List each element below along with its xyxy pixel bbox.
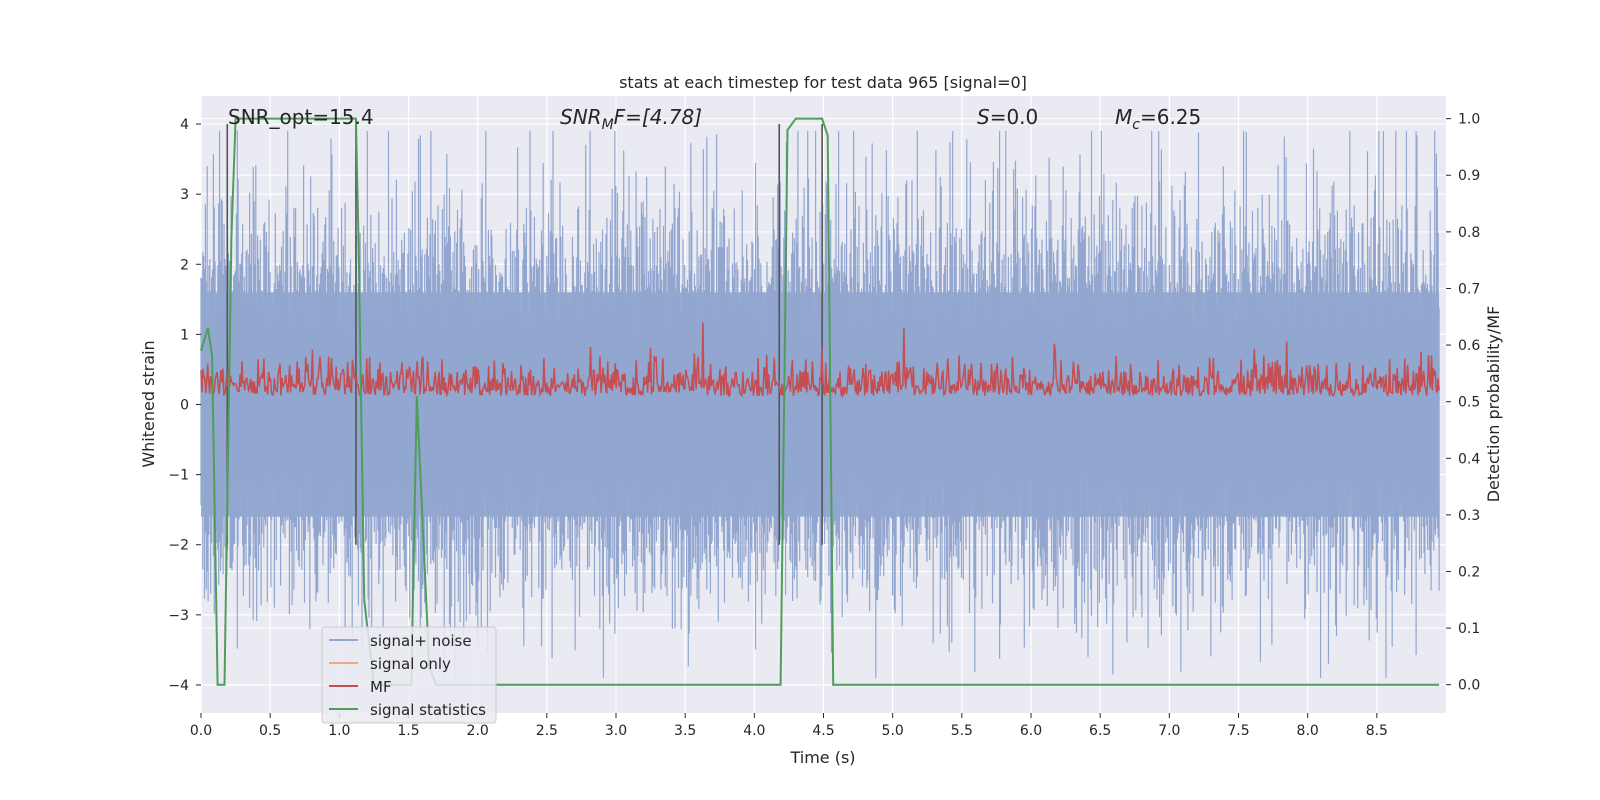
vertical-markers: [226, 124, 823, 545]
annotation-mc-sub: c: [1132, 117, 1140, 133]
y-right-ticks: 0.0 0.1 0.2 0.3 0.4 0.5 0.6 0.7 0.8 0.9 1.0: [1446, 112, 1480, 694]
y-right-tick-label: 0.1: [1458, 621, 1480, 637]
annotation-snr-mf-rest: F=[4.78]: [614, 105, 702, 129]
annotation-s-rest: =0.0: [990, 105, 1039, 129]
y-left-tick-label: −1: [168, 468, 189, 484]
y-right-tick-label: 0.7: [1458, 281, 1480, 297]
annotation-mc: Mc=6.25: [1115, 105, 1201, 133]
x-tick-label: 2.0: [467, 723, 489, 739]
x-tick-label: 2.5: [536, 723, 558, 739]
y-left-tick-label: 3: [180, 187, 189, 203]
legend-box: [321, 626, 497, 724]
annotation-s: S=0.0: [977, 105, 1038, 129]
y-right-tick-label: 0.0: [1458, 678, 1480, 694]
signal-noise-core: [201, 292, 1440, 517]
y-left-tick-label: 2: [180, 257, 189, 273]
y-right-tick-label: 0.9: [1458, 168, 1480, 184]
x-tick-label: 3.0: [605, 723, 627, 739]
legend-label-mf: MF: [370, 678, 392, 696]
x-tick-label: 1.5: [397, 723, 419, 739]
y-right-tick-label: 0.8: [1458, 225, 1480, 241]
y-right-axis-label: Detection probability/MF: [1484, 306, 1503, 503]
x-tick-label: 7.0: [1158, 723, 1180, 739]
chart-title: stats at each timestep for test data 965…: [619, 73, 1027, 92]
x-tick-label: 6.0: [1020, 723, 1042, 739]
legend: signal+ noise signal only MF signal stat…: [321, 626, 497, 724]
y-right-tick-label: 0.5: [1458, 395, 1480, 411]
y-left-tick-label: −4: [168, 678, 189, 694]
x-tick-label: 8.5: [1366, 723, 1388, 739]
x-tick-label: 3.5: [674, 723, 696, 739]
y-right-tick-label: 0.3: [1458, 508, 1480, 524]
y-left-tick-label: 0: [180, 398, 189, 414]
legend-label-noise: signal+ noise: [370, 632, 472, 650]
x-tick-label: 4.0: [743, 723, 765, 739]
y-left-tick-label: −2: [168, 538, 189, 554]
x-tick-label: 8.0: [1297, 723, 1319, 739]
legend-label-stats: signal statistics: [370, 701, 486, 719]
annotation-snr-mf-main: SNR: [560, 105, 602, 129]
x-tick-label: 1.0: [328, 723, 350, 739]
x-tick-label: 7.5: [1227, 723, 1249, 739]
y-left-ticks: −4 −3 −2 −1 0 1 2 3 4: [168, 117, 201, 694]
y-right-tick-label: 0.6: [1458, 338, 1480, 354]
annotation-s-main: S: [977, 105, 990, 129]
x-tick-label: 5.0: [882, 723, 904, 739]
x-tick-label: 4.5: [812, 723, 834, 739]
x-tick-label: 6.5: [1089, 723, 1111, 739]
y-left-tick-label: 4: [180, 117, 189, 133]
y-left-tick-label: −3: [168, 608, 189, 624]
y-left-axis-label: Whitened strain: [139, 340, 158, 467]
annotation-mc-rest: =6.25: [1140, 105, 1201, 129]
x-axis-ticks: 0.0 0.5 1.0 1.5 2.0 2.5 3.0 3.5 4.0 4.5 5.0 5.5 6.0 6…: [190, 713, 1388, 739]
y-right-tick-label: 0.4: [1458, 451, 1480, 467]
x-tick-label: 5.5: [951, 723, 973, 739]
annotation-snr-mf: SNRMF=[4.78]: [560, 105, 702, 133]
annotation-snr-mf-sub: M: [602, 117, 614, 133]
legend-label-signal-only: signal only: [370, 655, 451, 673]
y-right-tick-label: 0.2: [1458, 564, 1480, 580]
annotation-mc-main: M: [1115, 105, 1132, 129]
y-left-tick-label: 1: [180, 327, 189, 343]
signal-noise-series: [200, 131, 1440, 678]
mf-line: [200, 322, 1440, 399]
mf-series: [200, 322, 1440, 399]
x-axis-label: Time (s): [789, 748, 855, 767]
y-right-tick-label: 1.0: [1458, 112, 1480, 128]
annotation-snr-opt: SNR_opt=15.4: [228, 105, 374, 129]
x-tick-label: 0.0: [190, 723, 212, 739]
x-tick-label: 0.5: [259, 723, 281, 739]
